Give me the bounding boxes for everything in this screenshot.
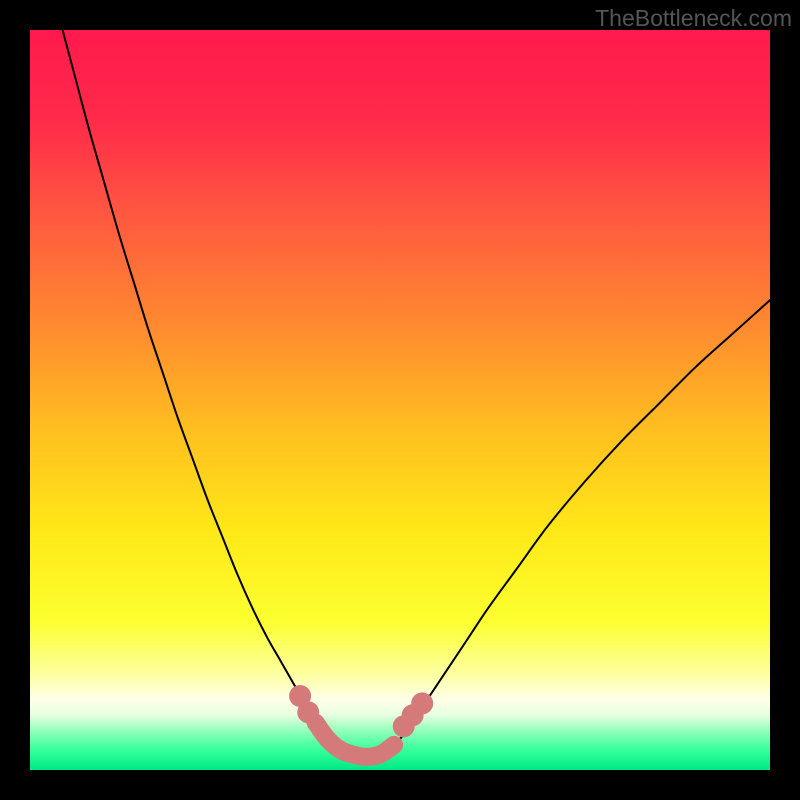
gradient-background bbox=[30, 30, 770, 770]
bottleneck-chart bbox=[30, 30, 770, 770]
marker-dot-left bbox=[297, 701, 319, 723]
marker-dot-right bbox=[411, 692, 433, 714]
watermark-text: TheBottleneck.com bbox=[595, 5, 792, 32]
chart-frame: TheBottleneck.com bbox=[0, 0, 800, 800]
plot-area bbox=[30, 30, 770, 770]
